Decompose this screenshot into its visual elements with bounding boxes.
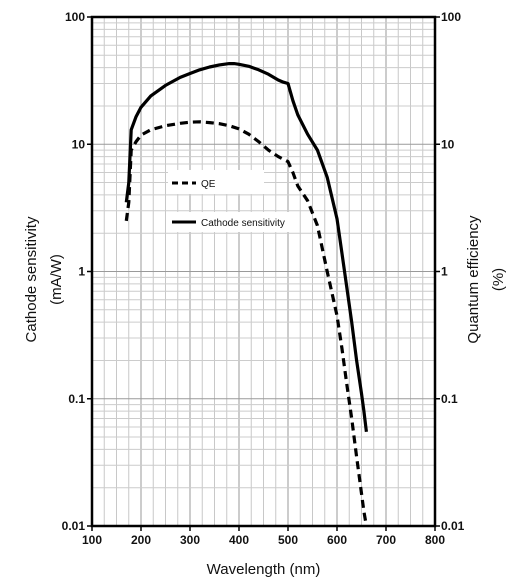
y-tick-label-right: 10 xyxy=(441,137,455,151)
y-axis-title-right: (%) xyxy=(490,268,507,291)
y-tick-label-left: 10 xyxy=(72,137,86,151)
x-tick-label: 700 xyxy=(376,533,396,547)
y-tick-label-left: 1 xyxy=(78,265,85,279)
y-tick-label-right: 100 xyxy=(441,10,461,24)
y-axis-title-left: Cathode sensitivity xyxy=(23,216,40,342)
cathode-sensitivity-series-line xyxy=(124,61,368,432)
legend-background xyxy=(168,212,295,232)
y-tick-label-right: 1 xyxy=(441,265,448,279)
legend-label-qe: QE xyxy=(201,179,216,190)
y-tick-label-right: 0.1 xyxy=(441,392,458,406)
x-axis-title: Wavelength (nm) xyxy=(207,561,321,578)
x-tick-label: 800 xyxy=(425,533,445,547)
y-tick-label-left: 0.01 xyxy=(62,519,86,533)
legend-label-cathode-sensitivity: Cathode sensitivity xyxy=(201,218,285,229)
x-tick-label: 200 xyxy=(131,533,151,547)
x-tick-label: 600 xyxy=(327,533,347,547)
y-tick-label-left: 0.1 xyxy=(68,392,85,406)
y-axis-title-left: (mA/W) xyxy=(48,254,65,305)
axis-titles: Wavelength (nm) Cathode sensitivity (mA/W)… xyxy=(23,215,507,578)
x-tick-label: 500 xyxy=(278,533,298,547)
y-axis-title-right: Quantum efficiency xyxy=(465,215,482,344)
y-tick-label-right: 0.01 xyxy=(441,519,465,533)
y-tick-label-left: 100 xyxy=(65,10,85,24)
x-tick-label: 100 xyxy=(82,533,102,547)
x-tick-label: 400 xyxy=(229,533,249,547)
qe-series-line xyxy=(124,120,368,527)
x-tick-label: 300 xyxy=(180,533,200,547)
chart-grid xyxy=(92,17,435,526)
legend: QE Cathode sensitivity xyxy=(168,170,295,232)
series-layer xyxy=(124,61,368,527)
